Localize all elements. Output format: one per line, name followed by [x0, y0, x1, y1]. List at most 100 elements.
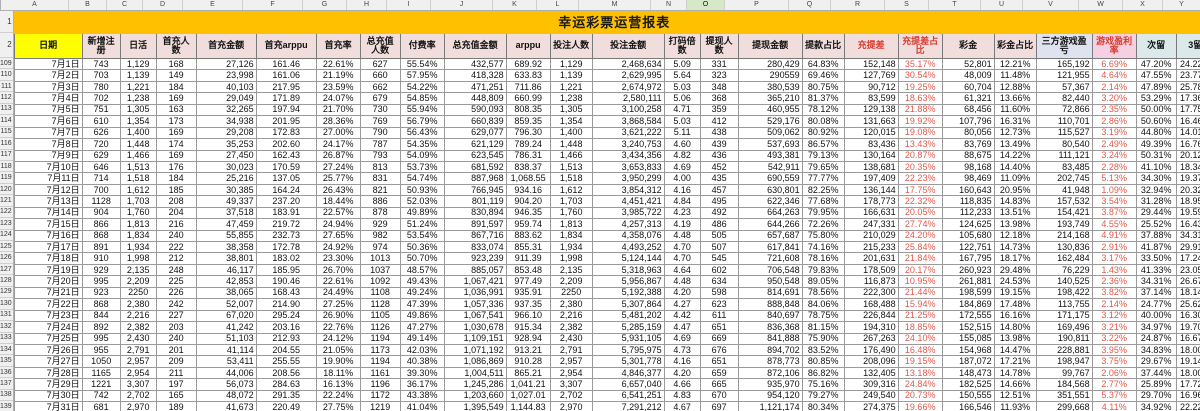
cell-r30-c23[interactable]: 34.92%: [1135, 401, 1177, 411]
cell-r15-c2[interactable]: 1,834: [119, 229, 157, 243]
cell-r6-c19[interactable]: 80,056: [941, 126, 995, 140]
cell-r25-c17[interactable]: 176,490: [843, 343, 899, 357]
cell-r28-c5[interactable]: 284.63: [255, 378, 317, 391]
table-row[interactable]: 7月30日 742 2,702 165 48,072 291.35 22.24% 1172 43…: [13, 389, 1200, 403]
cell-r25-c9[interactable]: 1,071,192: [443, 343, 507, 357]
cell-r21-c24[interactable]: 25.62%: [1175, 298, 1200, 311]
cell-r30-c1[interactable]: 681: [81, 401, 121, 411]
cell-r26-c5[interactable]: 255.55: [255, 355, 317, 368]
cell-r19-c20[interactable]: 24.53%: [993, 275, 1037, 288]
cell-r26-c20[interactable]: 17.21%: [993, 355, 1037, 368]
cell-r8-c0[interactable]: 7月9日: [13, 149, 83, 162]
cell-r3-c4[interactable]: 29,049: [195, 92, 257, 105]
cell-r9-c21[interactable]: 83,485: [1035, 160, 1093, 174]
cell-r2-c2[interactable]: 1,221: [119, 80, 157, 94]
cell-r11-c0[interactable]: 7月12日: [13, 183, 83, 197]
cell-r15-c9[interactable]: 867,716: [443, 229, 507, 243]
cell-r23-c16[interactable]: 81.15%: [801, 321, 845, 334]
column-header-d[interactable]: D: [143, 0, 183, 10]
cell-r8-c18[interactable]: 20.87%: [897, 149, 943, 162]
cell-r18-c22[interactable]: 1.43%: [1091, 263, 1137, 277]
cell-r1-c2[interactable]: 1,139: [119, 69, 157, 82]
cell-r24-c18[interactable]: 24.10%: [897, 332, 943, 345]
col-header-23[interactable]: 次留: [1135, 33, 1177, 59]
cell-r29-c18[interactable]: 20.73%: [897, 389, 943, 403]
cell-r7-c23[interactable]: 49.39%: [1135, 138, 1177, 151]
cell-r8-c8[interactable]: 54.09%: [399, 149, 445, 162]
cell-r24-c21[interactable]: 190,811: [1035, 332, 1093, 345]
cell-r14-c14[interactable]: 486: [699, 218, 739, 231]
cell-r10-c9[interactable]: 887,968: [443, 172, 507, 185]
cell-r11-c12[interactable]: 3,854,312: [591, 183, 665, 197]
cell-r27-c23[interactable]: 37.44%: [1135, 366, 1177, 380]
cell-r9-c9[interactable]: 681,592: [443, 160, 507, 174]
cell-r10-c17[interactable]: 197,409: [843, 172, 899, 185]
cell-r5-c14[interactable]: 412: [699, 115, 739, 128]
cell-r2-c17[interactable]: 90,712: [843, 80, 899, 94]
row-header-117[interactable]: 117: [0, 149, 13, 161]
cell-r1-c19[interactable]: 48,009: [941, 69, 995, 82]
cell-r11-c14[interactable]: 457: [699, 183, 739, 197]
cell-r5-c9[interactable]: 660,839: [443, 115, 507, 128]
cell-r19-c18[interactable]: 10.95%: [897, 275, 943, 288]
cell-r18-c2[interactable]: 2,135: [119, 263, 157, 277]
col-header-22[interactable]: 游戏盈利率: [1091, 33, 1137, 59]
cell-r28-c10[interactable]: 1,041.21: [505, 378, 551, 391]
cell-r15-c15[interactable]: 657,687: [737, 229, 803, 243]
cell-r10-c7[interactable]: 831: [359, 172, 401, 185]
cell-r13-c11[interactable]: 1,760: [549, 206, 593, 220]
cell-r4-c16[interactable]: 78.12%: [801, 103, 845, 117]
cell-r11-c23[interactable]: 32.94%: [1135, 183, 1177, 197]
cell-r25-c20[interactable]: 14.47%: [993, 343, 1037, 357]
cell-r14-c1[interactable]: 866: [81, 218, 121, 231]
cell-r1-c18[interactable]: 30.54%: [897, 69, 943, 82]
cell-r10-c20[interactable]: 11.09%: [993, 172, 1037, 185]
cell-r12-c11[interactable]: 1,703: [549, 195, 593, 208]
col-header-2[interactable]: 日活: [119, 33, 157, 59]
cell-r1-c3[interactable]: 149: [155, 69, 197, 82]
cell-r27-c10[interactable]: 865.21: [505, 366, 551, 380]
col-header-8[interactable]: 付费率: [399, 33, 445, 59]
cell-r7-c12[interactable]: 3,240,753: [591, 138, 665, 151]
cell-r1-c12[interactable]: 2,629,995: [591, 69, 665, 82]
cell-r21-c15[interactable]: 888,848: [737, 298, 803, 311]
cell-r10-c10[interactable]: 1,068.55: [505, 172, 551, 185]
cell-r8-c14[interactable]: 436: [699, 149, 739, 162]
cell-r24-c0[interactable]: 7月25日: [13, 332, 83, 345]
cell-r27-c14[interactable]: 659: [699, 366, 739, 380]
column-header-w[interactable]: W: [1079, 0, 1123, 10]
cell-r17-c12[interactable]: 5,124,144: [591, 252, 665, 265]
cell-r20-c24[interactable]: 18.14%: [1175, 286, 1200, 300]
cell-r13-c16[interactable]: 79.95%: [801, 206, 845, 220]
cell-r21-c16[interactable]: 84.06%: [801, 298, 845, 311]
cell-r28-c17[interactable]: 309,316: [843, 378, 899, 391]
cell-r8-c7[interactable]: 793: [359, 149, 401, 162]
cell-r24-c5[interactable]: 212.93: [255, 332, 317, 345]
cell-r20-c16[interactable]: 78.56%: [801, 286, 845, 300]
cell-r16-c6[interactable]: 24.92%: [315, 240, 361, 254]
cell-r10-c12[interactable]: 3,950,299: [591, 172, 665, 185]
cell-r16-c16[interactable]: 74.16%: [801, 240, 845, 254]
cell-r20-c12[interactable]: 5,192,388: [591, 286, 665, 300]
cell-r9-c0[interactable]: 7月10日: [13, 160, 83, 174]
cell-r1-c14[interactable]: 323: [699, 69, 739, 82]
cell-r2-c4[interactable]: 40,103: [195, 80, 257, 94]
cell-r11-c5[interactable]: 164.24: [255, 183, 317, 197]
cell-r19-c5[interactable]: 190.46: [255, 275, 317, 288]
cell-r17-c21[interactable]: 162,484: [1035, 252, 1093, 265]
cell-r21-c19[interactable]: 184,869: [941, 298, 995, 311]
cell-r6-c15[interactable]: 509,062: [737, 126, 803, 140]
cell-r4-c18[interactable]: 21.88%: [897, 103, 943, 117]
cell-r11-c3[interactable]: 185: [155, 183, 197, 197]
cell-r24-c15[interactable]: 841,888: [737, 332, 803, 345]
cell-r16-c1[interactable]: 891: [81, 240, 121, 254]
cell-r11-c15[interactable]: 630,801: [737, 183, 803, 197]
column-header-y[interactable]: Y: [1163, 0, 1200, 10]
column-header-h[interactable]: H: [347, 0, 387, 10]
cell-r18-c15[interactable]: 706,548: [737, 263, 803, 277]
cell-r14-c23[interactable]: 25.52%: [1135, 218, 1177, 231]
cell-r1-c11[interactable]: 1,139: [549, 69, 593, 82]
cell-r3-c18[interactable]: 18.63%: [897, 92, 943, 105]
cell-r23-c13[interactable]: 4.47: [663, 321, 701, 334]
cell-r8-c3[interactable]: 169: [155, 149, 197, 162]
